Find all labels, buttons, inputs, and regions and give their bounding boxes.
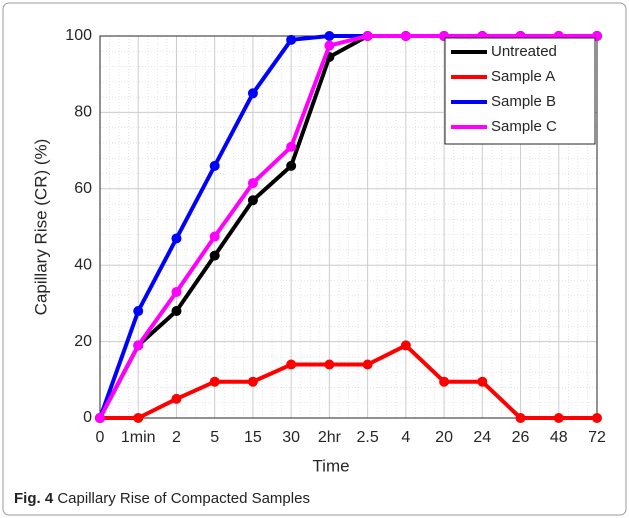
data-point bbox=[171, 306, 182, 317]
data-point bbox=[324, 31, 335, 41]
y-tick-label: 100 bbox=[65, 27, 92, 44]
x-axis-label: Time bbox=[312, 456, 349, 475]
x-tick-label: 0 bbox=[96, 429, 105, 446]
data-point bbox=[286, 160, 297, 171]
x-tick-label: 2 bbox=[172, 429, 181, 446]
caption-text: Capillary Rise of Compacted Samples bbox=[57, 490, 310, 507]
data-point bbox=[439, 376, 450, 387]
data-point bbox=[286, 141, 297, 152]
y-tick-label: 60 bbox=[74, 180, 92, 197]
data-point bbox=[324, 359, 335, 370]
data-point bbox=[592, 413, 602, 423]
y-tick-label: 0 bbox=[83, 409, 92, 426]
data-point bbox=[209, 250, 220, 261]
data-point bbox=[95, 413, 105, 423]
data-point bbox=[133, 413, 144, 423]
legend-label: Sample B bbox=[491, 93, 556, 110]
x-tick-label: 2.5 bbox=[356, 429, 378, 446]
caption-label: Fig. 4 bbox=[14, 490, 54, 507]
x-tick-label: 24 bbox=[473, 429, 491, 446]
y-axis-label: Capillary Rise (CR) (%) bbox=[31, 139, 50, 316]
data-point bbox=[286, 359, 297, 370]
data-point bbox=[209, 376, 220, 387]
legend-label: Untreated bbox=[491, 43, 557, 60]
data-point bbox=[171, 233, 182, 244]
x-tick-label: 20 bbox=[435, 429, 453, 446]
data-point bbox=[286, 34, 297, 45]
data-point bbox=[209, 231, 220, 242]
x-tick-label: 2hr bbox=[318, 429, 342, 446]
y-tick-label: 80 bbox=[74, 104, 92, 121]
data-point bbox=[133, 340, 144, 351]
series-line bbox=[100, 343, 597, 420]
data-point bbox=[247, 88, 258, 99]
caption: Fig. 4 Capillary Rise of Compacted Sampl… bbox=[14, 490, 310, 507]
data-point bbox=[247, 195, 258, 206]
legend-label: Sample C bbox=[491, 118, 557, 135]
x-tick-label: 15 bbox=[244, 429, 262, 446]
x-tick-label: 26 bbox=[512, 429, 530, 446]
data-point bbox=[362, 359, 373, 370]
data-point bbox=[362, 31, 373, 41]
legend-label: Sample A bbox=[491, 68, 555, 85]
data-point bbox=[171, 393, 182, 404]
data-point bbox=[515, 413, 526, 423]
x-tick-label: 72 bbox=[588, 429, 606, 446]
data-point bbox=[247, 178, 258, 189]
x-tick-label: 4 bbox=[401, 429, 410, 446]
x-tick-label: 1min bbox=[121, 429, 156, 446]
data-point bbox=[171, 286, 182, 297]
data-point bbox=[400, 340, 411, 351]
data-point bbox=[133, 306, 144, 317]
data-point bbox=[477, 376, 488, 387]
data-point bbox=[209, 160, 220, 171]
x-tick-label: 5 bbox=[210, 429, 219, 446]
x-tick-label: 48 bbox=[550, 429, 568, 446]
x-tick-label: 30 bbox=[282, 429, 300, 446]
y-tick-label: 40 bbox=[74, 256, 92, 273]
y-tick-label: 20 bbox=[74, 333, 92, 350]
data-point bbox=[553, 413, 564, 423]
data-point bbox=[247, 376, 258, 387]
data-point bbox=[400, 31, 411, 41]
series-line bbox=[98, 34, 597, 419]
data-point bbox=[324, 40, 335, 51]
